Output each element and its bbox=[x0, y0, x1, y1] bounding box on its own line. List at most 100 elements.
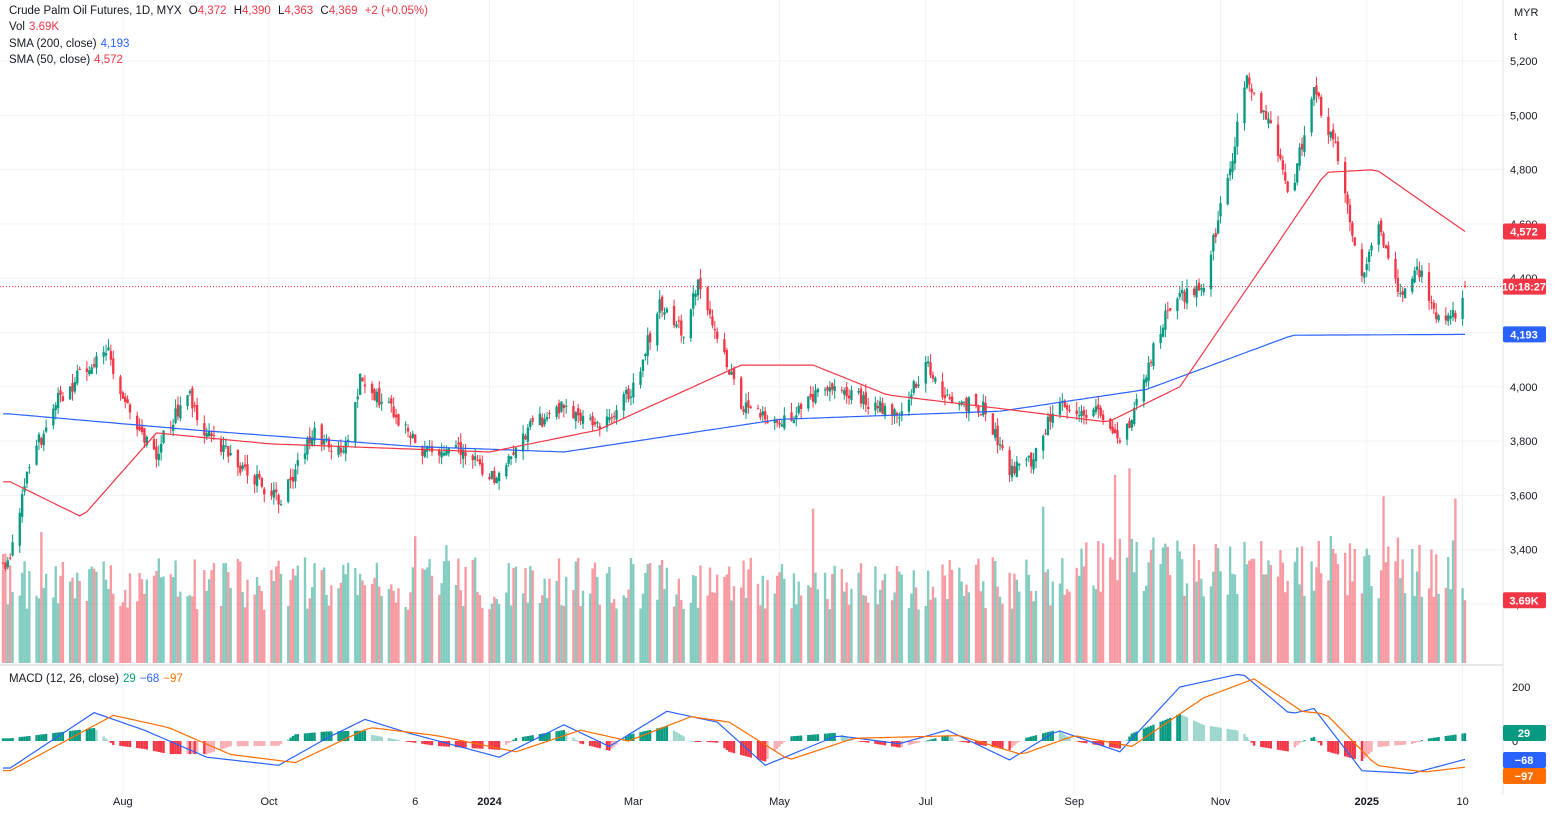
macd-hist-bar bbox=[783, 741, 786, 742]
macd-hist-bar bbox=[260, 741, 264, 747]
macd-hist-bar bbox=[814, 734, 817, 741]
volume-bar bbox=[224, 562, 228, 663]
volume-bar bbox=[1396, 537, 1400, 663]
volume-bar bbox=[236, 558, 240, 663]
macd-hist-bar bbox=[1075, 741, 1078, 742]
candle-body bbox=[612, 415, 616, 417]
candle-body bbox=[354, 402, 357, 442]
candle-body bbox=[239, 465, 242, 473]
macd-hist-bar bbox=[4, 738, 7, 741]
macd-hist-bar bbox=[346, 730, 350, 741]
macd-hist-bar bbox=[1248, 739, 1251, 741]
volume-bar bbox=[445, 545, 448, 663]
macd-legend[interactable]: MACD (12, 26, close) 29 −68 −97 bbox=[9, 671, 187, 687]
sma50-legend[interactable]: SMA (50, close) 4,572 bbox=[9, 52, 127, 68]
macd-hist-bar bbox=[1382, 741, 1385, 747]
candle-body bbox=[814, 390, 817, 403]
candle-body bbox=[1149, 361, 1153, 364]
volume-bar bbox=[459, 590, 462, 663]
volume-bar bbox=[1116, 580, 1119, 663]
volume-legend[interactable]: Vol 3.69K bbox=[9, 19, 63, 35]
candle-body bbox=[675, 324, 678, 328]
candle-body bbox=[1212, 235, 1215, 252]
candle-body bbox=[977, 406, 980, 413]
macd-hist-bar bbox=[680, 734, 683, 741]
macd-hist-bar bbox=[677, 733, 681, 741]
candle-body bbox=[358, 373, 362, 395]
volume-bar bbox=[42, 587, 45, 663]
candle-body bbox=[847, 395, 851, 399]
volume-bar bbox=[56, 603, 60, 663]
volume-bar bbox=[275, 566, 278, 663]
volume-bar bbox=[473, 557, 477, 663]
candle-body bbox=[322, 440, 326, 445]
candle-body bbox=[948, 397, 951, 399]
macd-hist-bar bbox=[1178, 714, 1181, 741]
macd-hist-bar bbox=[689, 740, 693, 742]
candle-body bbox=[339, 447, 343, 453]
candle-body bbox=[646, 335, 649, 356]
macd-hist-bar bbox=[1418, 741, 1421, 742]
macd-hist-bar bbox=[373, 735, 376, 741]
volume-bar bbox=[950, 569, 954, 663]
volume-bar bbox=[1216, 548, 1220, 663]
candle-body bbox=[924, 362, 927, 384]
macd-hist-bar bbox=[1403, 741, 1407, 745]
candle-body bbox=[1113, 429, 1117, 434]
volume-bar bbox=[658, 565, 661, 663]
volume-bar bbox=[756, 583, 760, 663]
macd-hist-bar bbox=[358, 730, 362, 741]
volume-bar bbox=[778, 572, 781, 663]
candle-body bbox=[1346, 194, 1349, 205]
macd-hist-bar bbox=[577, 741, 580, 742]
macd-hist-bar bbox=[663, 726, 666, 741]
macd-hist-bar bbox=[883, 741, 887, 746]
candle-body bbox=[1276, 124, 1280, 156]
macd-hist-bar bbox=[1111, 741, 1114, 748]
macd-hist-bar bbox=[78, 729, 81, 741]
candle-body bbox=[1166, 309, 1169, 311]
candle-body bbox=[373, 389, 376, 401]
macd-hist-bar bbox=[294, 734, 297, 741]
volume-bar bbox=[207, 579, 211, 663]
macd-hist-bar bbox=[1387, 741, 1390, 747]
candle-body bbox=[663, 312, 666, 315]
volume-bar bbox=[831, 573, 834, 663]
volume-bar bbox=[538, 602, 542, 663]
candle-body bbox=[370, 383, 374, 394]
candle-body bbox=[291, 476, 295, 482]
candle-body bbox=[867, 406, 870, 409]
volume-bar bbox=[934, 597, 937, 663]
sma200-legend[interactable]: SMA (200, close) 4,193 bbox=[9, 36, 133, 52]
volume-bar bbox=[330, 585, 333, 663]
volume-bar bbox=[337, 588, 340, 663]
volume-bar bbox=[962, 595, 966, 663]
macd-hist-bar bbox=[1161, 720, 1165, 741]
candle-body bbox=[411, 433, 415, 438]
candle-body bbox=[1250, 88, 1253, 93]
price-tick-label: 3,600 bbox=[1510, 490, 1538, 502]
candle-body bbox=[303, 453, 307, 460]
sma50-line bbox=[3, 169, 1466, 517]
volume-bar bbox=[1377, 598, 1380, 663]
volume-bar bbox=[984, 608, 987, 663]
candle-body bbox=[931, 374, 935, 379]
price-tick-label: 3,800 bbox=[1510, 436, 1538, 448]
candle-body bbox=[1303, 135, 1306, 153]
macd-hist-bar bbox=[708, 741, 712, 743]
candle-body bbox=[1317, 92, 1320, 97]
volume-bar bbox=[380, 596, 383, 663]
volume-bar bbox=[1315, 567, 1318, 663]
candle-body bbox=[1281, 160, 1285, 170]
volume-bar bbox=[471, 560, 474, 663]
change-value: +2 (+0.05%) bbox=[364, 5, 428, 17]
macd-hist-bar bbox=[375, 735, 379, 741]
low-value: 4,363 bbox=[284, 5, 314, 17]
candle-body bbox=[565, 405, 568, 407]
volume-bar bbox=[627, 589, 630, 663]
macd-hist-bar bbox=[596, 741, 599, 748]
macd-hist-bar bbox=[505, 741, 508, 745]
macd-hist-bar bbox=[1262, 741, 1265, 748]
volume-bar bbox=[881, 580, 884, 663]
